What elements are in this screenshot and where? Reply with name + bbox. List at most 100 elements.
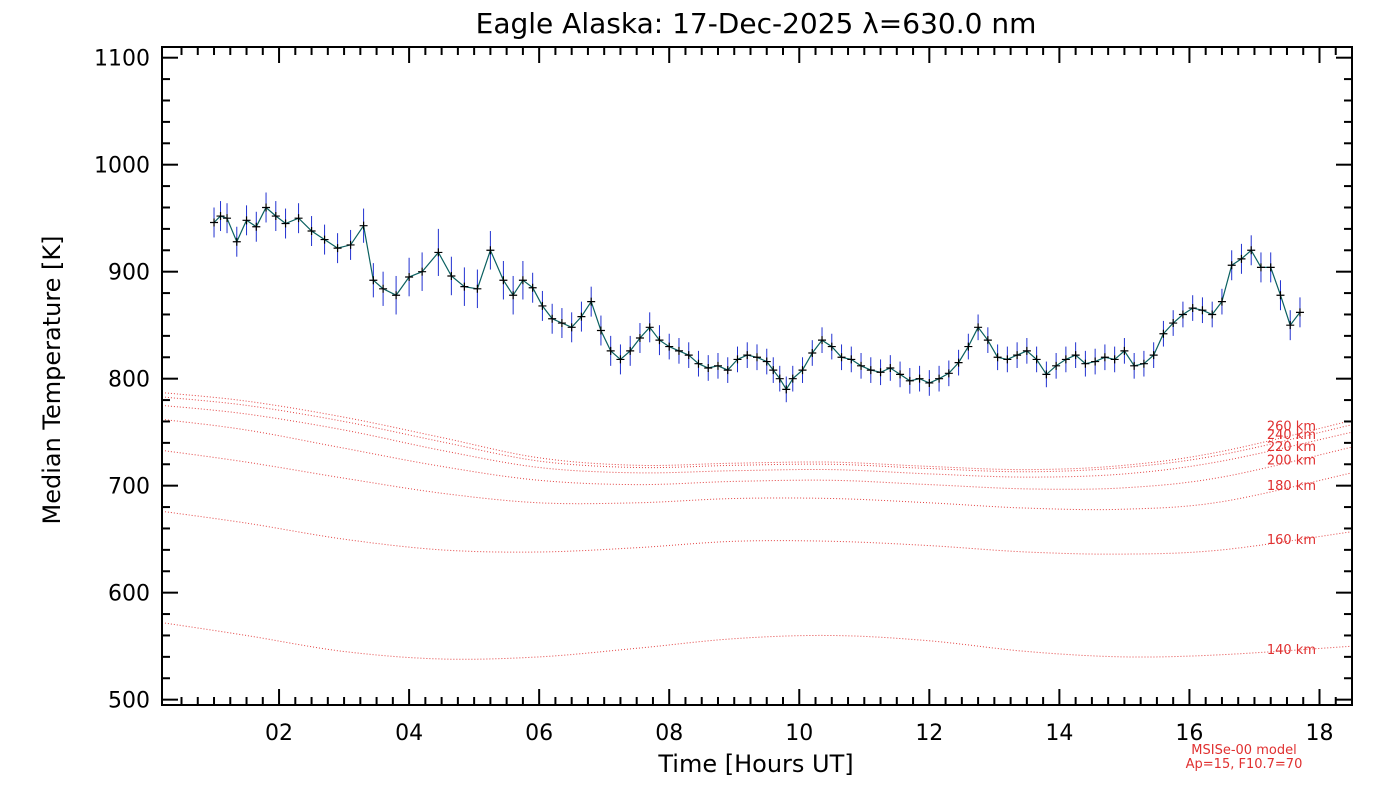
model-curve-220km — [161, 404, 1353, 478]
data-point — [645, 323, 654, 332]
x-tick-label: 18 — [1305, 721, 1333, 746]
data-point — [626, 346, 635, 355]
data-point — [635, 334, 644, 343]
model-curve-180km — [161, 449, 1353, 511]
x-axis-label: Time [Hours UT] — [657, 750, 853, 778]
data-point — [954, 358, 963, 367]
data-point — [369, 276, 378, 285]
data-point — [242, 216, 251, 225]
data-point — [1013, 351, 1022, 360]
model-label-240km: 240 km — [1267, 428, 1316, 443]
y-tick-label: 700 — [108, 475, 150, 500]
data-point — [262, 203, 271, 212]
data-point — [405, 273, 414, 282]
data-point — [896, 370, 905, 379]
data-point — [1217, 297, 1226, 306]
data-point — [281, 219, 290, 228]
data-point — [486, 246, 495, 255]
data-point — [567, 323, 576, 332]
data-point — [964, 342, 973, 351]
x-tick-label: 10 — [785, 721, 813, 746]
data-point — [379, 284, 388, 293]
data-point — [1071, 351, 1080, 360]
data-point — [473, 284, 482, 293]
data-point — [460, 282, 469, 291]
data-point — [782, 385, 791, 394]
data-point — [1100, 353, 1109, 362]
data-point — [753, 353, 761, 362]
data-point — [346, 240, 355, 249]
data-point — [596, 326, 605, 335]
data-point — [252, 222, 261, 231]
data-point — [974, 323, 983, 332]
data-point — [606, 346, 615, 355]
data-point — [1061, 355, 1070, 364]
data-point — [944, 369, 953, 378]
model-note-line1: MSISe-00 model — [1191, 743, 1296, 758]
data-point — [684, 351, 693, 360]
data-point — [1256, 263, 1265, 272]
data-point — [1266, 263, 1275, 272]
y-axis-label: Median Temperature [K] — [38, 235, 66, 524]
x-tick-labels: 02 04 06 08 10 12 14 16 18 — [265, 721, 1333, 746]
data-point — [762, 357, 771, 366]
x-tick-label: 14 — [1045, 721, 1073, 746]
x-tick-label: 08 — [655, 721, 683, 746]
data-point — [1188, 304, 1197, 313]
data-point — [216, 212, 225, 221]
data-point — [733, 355, 742, 364]
data-point — [827, 342, 836, 351]
data-point — [886, 363, 895, 372]
data-point — [499, 276, 508, 285]
data-point — [320, 235, 329, 244]
plot-frame — [161, 46, 1353, 706]
data-point — [925, 378, 934, 387]
data-point — [447, 271, 456, 280]
model-curves — [161, 392, 1353, 660]
data-point — [775, 374, 784, 383]
data-point — [548, 314, 557, 323]
data-point — [1237, 254, 1246, 263]
data-point — [1178, 310, 1187, 319]
data-point — [1120, 346, 1129, 355]
data-point — [1081, 359, 1090, 368]
data-point — [818, 336, 827, 345]
model-curve-140km — [161, 622, 1353, 660]
data-point — [1139, 359, 1148, 368]
data-point — [1286, 321, 1295, 330]
data-point — [857, 361, 866, 370]
data-point — [769, 366, 778, 375]
y-tick-label: 500 — [108, 689, 150, 714]
data-point — [1276, 291, 1285, 300]
y-tick-label: 1000 — [94, 154, 150, 179]
data-point — [743, 351, 752, 360]
data-point — [935, 374, 944, 383]
data-point — [713, 361, 722, 370]
chart-title: Eagle Alaska: 17-Dec-2025 λ=630.0 nm — [476, 7, 1037, 40]
data-point — [223, 214, 232, 223]
model-label-200km: 200 km — [1267, 454, 1316, 469]
x-tick-label: 16 — [1175, 721, 1203, 746]
data-point — [1149, 351, 1158, 360]
data-point — [307, 227, 316, 236]
data-point — [1295, 308, 1304, 317]
data-point — [1198, 306, 1207, 315]
data-point — [866, 366, 875, 375]
data-point — [704, 363, 713, 372]
model-label-160km: 160 km — [1267, 533, 1316, 548]
data-point — [1052, 361, 1061, 370]
data-point — [232, 237, 241, 246]
x-tick-label: 04 — [395, 721, 423, 746]
data-point — [1032, 355, 1041, 364]
data-point — [434, 248, 443, 257]
data-point — [1110, 355, 1119, 364]
data-point — [674, 346, 683, 355]
x-tick-label: 02 — [265, 721, 293, 746]
y-tick-labels: 500 600 700 800 900 1000 1100 — [94, 47, 150, 714]
data-point — [915, 374, 924, 383]
data-point — [538, 301, 547, 310]
data-point — [788, 374, 797, 383]
data-point — [1208, 310, 1217, 319]
